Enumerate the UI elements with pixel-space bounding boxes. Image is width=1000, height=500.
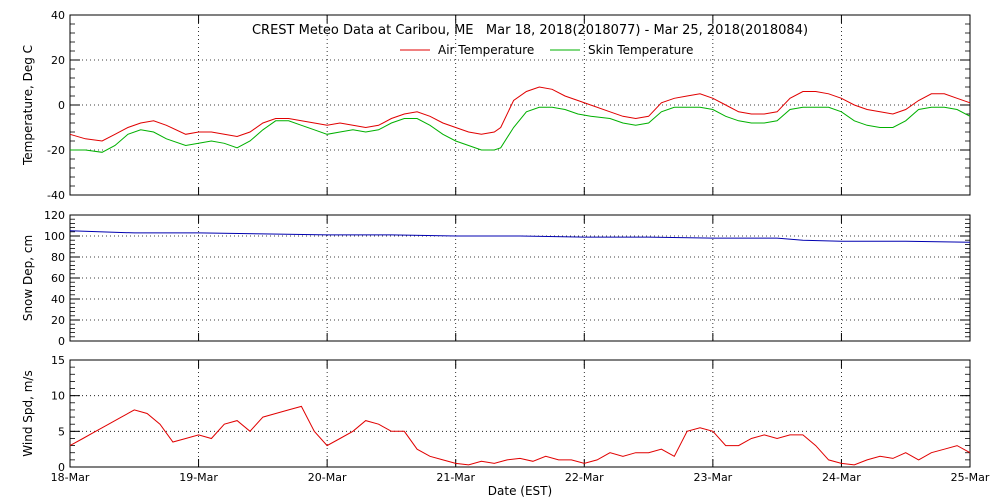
x-tick-label: 18-Mar xyxy=(51,471,90,484)
wind-ytick-label: 5 xyxy=(58,425,65,438)
snow-ytick-label: 100 xyxy=(44,230,65,243)
temperature-ytick-label: 40 xyxy=(51,9,65,22)
wind-series-line xyxy=(69,405,971,466)
legend: Air Temperature Skin Temperature xyxy=(400,43,693,57)
legend-label-skin: Skin Temperature xyxy=(588,43,693,57)
temperature-y-axis-title: Temperature, Deg C xyxy=(21,45,35,166)
x-tick-label: 21-Mar xyxy=(436,471,475,484)
temperature-panel: -40 -20 0 20 40 Temperature, Deg C xyxy=(21,9,971,202)
snow-ytick-label: 60 xyxy=(51,272,65,285)
x-tick-label: 19-Mar xyxy=(179,471,218,484)
wind-frame xyxy=(69,359,971,468)
temperature-series-air-temperature xyxy=(69,86,971,142)
wind-ytick-label: 15 xyxy=(51,354,65,367)
x-tick-label: 24-Mar xyxy=(822,471,861,484)
x-tick-label: 23-Mar xyxy=(693,471,732,484)
legend-label-air: Air Temperature xyxy=(438,43,534,57)
wind-speed-panel: 0 5 10 15 Wind Spd, m/s xyxy=(21,354,971,474)
wind-y-axis-title: Wind Spd, m/s xyxy=(21,370,35,456)
snow-ytick-label: 120 xyxy=(44,209,65,222)
x-tick-label: 22-Mar xyxy=(565,471,604,484)
x-axis-title: Date (EST) xyxy=(488,484,552,498)
temperature-ytick-label: 20 xyxy=(51,54,65,67)
snow-ytick-label: 40 xyxy=(51,293,65,306)
snow-depth-panel: 0 20 40 60 80 100 120 Snow Dep, cm xyxy=(21,209,971,348)
date-axis: 18-Mar 19-Mar 20-Mar 21-Mar 22-Mar 23-Mar 24-M… xyxy=(51,471,990,484)
snow-ytick-label: 80 xyxy=(51,251,65,264)
snow-series-line xyxy=(69,230,971,243)
wind-ytick-label: 0 xyxy=(58,461,65,474)
temperature-ytick-label: 0 xyxy=(58,99,65,112)
snow-ytick-label: 20 xyxy=(51,314,65,327)
wind-ytick-label: 10 xyxy=(51,390,65,403)
temperature-ytick-label: -40 xyxy=(47,189,65,202)
x-tick-label: 25-Mar xyxy=(951,471,990,484)
x-tick-label: 20-Mar xyxy=(308,471,347,484)
temperature-series-skin-temperature xyxy=(70,106,971,153)
snow-ytick-label: 0 xyxy=(58,335,65,348)
chart-title: CREST Meteo Data at Caribou, ME Mar 18, … xyxy=(252,23,808,38)
snow-y-axis-title: Snow Dep, cm xyxy=(21,235,35,321)
temperature-ytick-label: -20 xyxy=(47,144,65,157)
